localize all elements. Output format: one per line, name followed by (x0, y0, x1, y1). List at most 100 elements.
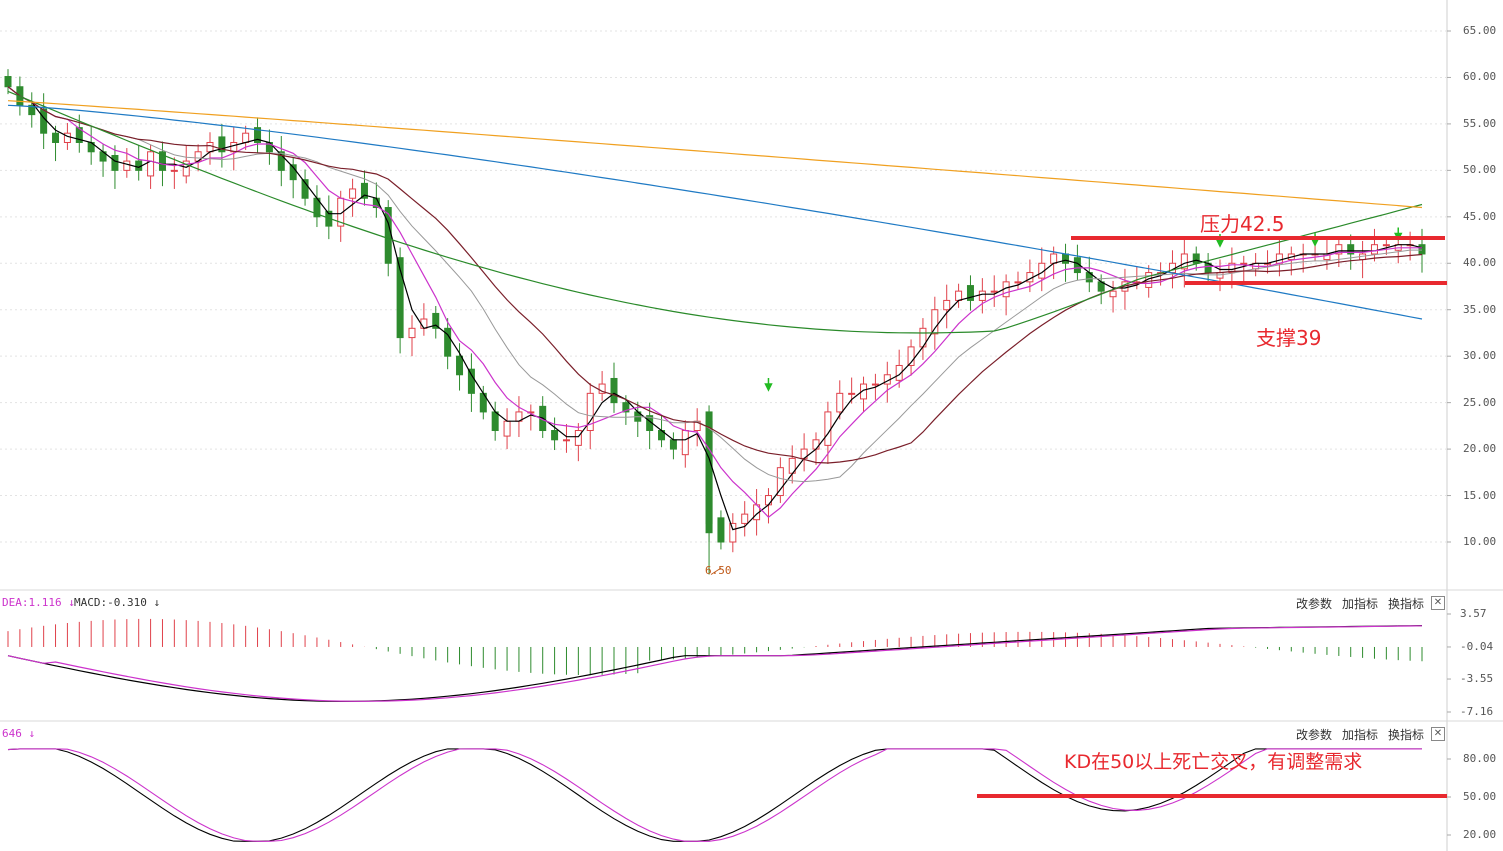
price-tick-label: 35.00 (1463, 302, 1497, 316)
candle-body (456, 355, 464, 376)
candle-body (40, 108, 48, 134)
candle-body (1180, 253, 1188, 270)
macd-tick-label: -7.16 (1460, 705, 1494, 718)
kd-readout: 646 ↓ (2, 727, 36, 740)
candle-body (717, 517, 725, 543)
macd-tick-label: -3.55 (1460, 672, 1494, 686)
price-tick-label: 45.00 (1463, 209, 1497, 223)
candle-body (669, 439, 677, 450)
candle-body (170, 169, 178, 172)
candle-body (836, 392, 844, 413)
candle-body (75, 127, 83, 143)
price-tick-label: 40.00 (1463, 256, 1497, 270)
candle-body (610, 377, 618, 404)
macd-readout: MACD:-0.310 ↓ (74, 596, 161, 609)
candle-body (384, 207, 392, 264)
candle-body (1335, 244, 1343, 255)
macd-add-indicator-button[interactable]: 加指标 (1342, 597, 1379, 611)
candle-body (895, 364, 903, 381)
ma10-line (7, 86, 1422, 519)
macd-switch-indicator-button[interactable]: 换指标 (1388, 597, 1425, 611)
candle-body (622, 402, 630, 413)
macd-close-icon[interactable]: ✕ (1431, 596, 1445, 610)
candle-body (63, 132, 71, 143)
price-tick-label: 25.00 (1463, 395, 1497, 409)
kd-tick-label: 50.00 (1463, 790, 1497, 803)
candle-body (182, 160, 190, 177)
candle-body (966, 285, 974, 301)
candle-body (1109, 290, 1117, 298)
candle-body (978, 290, 986, 301)
candle-body (111, 154, 119, 171)
candle-body (598, 383, 606, 394)
candle-body (1382, 244, 1390, 247)
kd-switch-indicator-button[interactable]: 换指标 (1388, 728, 1425, 742)
candle-body (871, 383, 879, 386)
candle-body (420, 318, 428, 329)
ma250-line (7, 100, 1423, 209)
candle-body (764, 495, 772, 506)
candle-body (491, 411, 499, 432)
price-tick-label: 65.00 (1463, 24, 1497, 37)
candle-body (574, 430, 582, 446)
candle-body (1228, 262, 1236, 274)
dea-line (7, 625, 1423, 702)
candle-body (955, 290, 963, 301)
low-price-label: 6.50 (705, 564, 732, 577)
kd-tick-label: 20.00 (1463, 828, 1497, 841)
kd-close-icon[interactable]: ✕ (1431, 727, 1445, 741)
price-tick-label: 30.00 (1463, 349, 1497, 363)
candle-body (1014, 281, 1022, 284)
candle-body (824, 411, 832, 446)
price-tick-label: 55.00 (1463, 116, 1497, 130)
macd-tick-label: 3.57 (1460, 607, 1487, 620)
candle-body (1050, 253, 1058, 264)
resistance-annotation: 压力42.5 (1200, 212, 1285, 236)
candle-body (467, 368, 475, 394)
candle-body (503, 420, 511, 437)
candle-body (741, 513, 749, 524)
candle-body (147, 151, 155, 177)
macd-params-button[interactable]: 改参数 (1296, 597, 1333, 611)
macd-tick-label: -0.04 (1460, 639, 1494, 653)
candle-body (729, 522, 737, 543)
signal-arrow-icon (764, 378, 773, 392)
candle-body (277, 151, 285, 171)
ma5-line (7, 86, 1423, 531)
kd-annotation: KD在50以上死亡交叉，有调整需求 (1064, 751, 1363, 773)
kd-params-button[interactable]: 改参数 (1296, 728, 1333, 742)
candle-body (254, 127, 262, 143)
candle-body (1275, 253, 1283, 264)
candle-body (218, 136, 226, 153)
price-tick-label: 10.00 (1463, 535, 1497, 548)
ma120-line (7, 104, 1423, 320)
candle-body (349, 188, 357, 199)
candle-body (360, 182, 368, 199)
candle-body (776, 467, 784, 497)
candle-body (812, 439, 820, 450)
candle-body (123, 160, 131, 171)
candle-body (408, 327, 416, 339)
candle-body (289, 164, 297, 181)
candle-body (1370, 244, 1378, 255)
price-tick-label: 15.00 (1463, 488, 1497, 502)
price-tick-label: 60.00 (1463, 70, 1497, 84)
kd-add-indicator-button[interactable]: 加指标 (1342, 728, 1379, 742)
low-pointer (710, 567, 722, 575)
candle-body-low (705, 411, 713, 534)
candle-body (1418, 244, 1426, 255)
price-tick-label: 50.00 (1463, 163, 1497, 177)
ma20-line (7, 86, 1422, 483)
candle-body (444, 327, 452, 357)
kd-tick-label: 80.00 (1463, 752, 1497, 765)
candle-body (848, 392, 856, 395)
candle-body (551, 430, 559, 441)
candle-body (931, 309, 939, 335)
candle-body (943, 299, 951, 311)
candle-body (586, 392, 594, 432)
candle-body (860, 383, 868, 400)
candle-body (1240, 262, 1248, 265)
candle-body (206, 141, 214, 153)
